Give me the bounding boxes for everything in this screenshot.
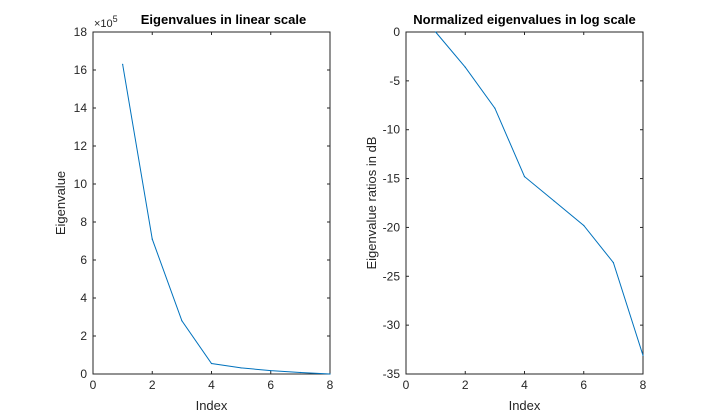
y-tick-label: 0	[80, 367, 87, 381]
y-tick-label: -35	[383, 367, 401, 381]
data-point	[270, 369, 272, 372]
y-tick-label: 12	[74, 139, 88, 153]
y-tick-label: -10	[383, 123, 401, 137]
x-tick-label: 6	[580, 378, 587, 392]
y-tick-label: -20	[383, 220, 401, 234]
series-line	[435, 31, 644, 356]
data-point	[181, 320, 183, 322]
y-tick-label: 6	[80, 253, 87, 267]
data-point	[494, 107, 496, 109]
data-point	[329, 373, 331, 375]
x-tick-label: 6	[267, 378, 274, 392]
data-point	[583, 224, 585, 227]
x-tick-label: 0	[403, 378, 410, 392]
y-tick-label: 18	[74, 25, 88, 39]
data-point	[612, 262, 614, 264]
exponent-power: 5	[113, 14, 118, 24]
x-axis-label: Index	[509, 398, 541, 413]
x-tick-label: 8	[640, 378, 647, 392]
x-tick-label: 4	[208, 378, 215, 392]
y-tick-label: 16	[74, 63, 88, 77]
y-axis-label: Eigenvalue	[53, 171, 68, 235]
y-tick-label: 8	[80, 215, 87, 229]
axes-box	[92, 31, 331, 375]
chart-title: Eigenvalues in linear scale	[141, 12, 306, 27]
y-axis-label: Eigenvalue ratios in dB	[364, 137, 379, 270]
x-tick-label: 8	[327, 378, 334, 392]
x-tick-label: 4	[521, 378, 528, 392]
y-exponent-label: ×105	[94, 14, 118, 30]
data-point	[523, 176, 526, 178]
data-point	[553, 200, 555, 202]
data-point	[151, 238, 153, 240]
data-point	[240, 367, 242, 369]
y-tick-label: 0	[393, 25, 400, 39]
y-tick-label: -25	[383, 269, 401, 283]
x-tick-label: 2	[149, 378, 156, 392]
y-tick-label: 4	[80, 291, 87, 305]
exponent-base: ×10	[94, 18, 113, 30]
x-tick-label: 0	[90, 378, 97, 392]
axes-box	[405, 31, 644, 375]
y-tick-label: 10	[74, 177, 88, 191]
x-axis-label: Index	[196, 398, 228, 413]
data-point	[299, 371, 301, 374]
y-tick-label: -15	[383, 172, 401, 186]
data-point	[122, 63, 124, 65]
linear-eigenvalue-chart: 0 2 4 6 8 0 2 4 6 8 10 12 14 16 18 Eigenvalues in linea…	[53, 12, 334, 413]
x-tick-label: 2	[462, 378, 469, 392]
data-point	[435, 31, 437, 33]
data-point	[210, 362, 213, 365]
y-tick-label: 2	[80, 329, 87, 343]
log-eigenvalue-chart: 0 2 4 6 8 -35 -30 -25 -20 -15 -10 -5 0 Normalized eig…	[364, 12, 647, 413]
y-tick-label: 14	[74, 101, 88, 115]
y-tick-label: -5	[389, 74, 400, 88]
data-point	[464, 66, 466, 68]
y-tick-label: -30	[383, 318, 401, 332]
series-line	[122, 64, 331, 375]
chart-title: Normalized eigenvalues in log scale	[413, 12, 636, 27]
data-point	[642, 354, 644, 357]
